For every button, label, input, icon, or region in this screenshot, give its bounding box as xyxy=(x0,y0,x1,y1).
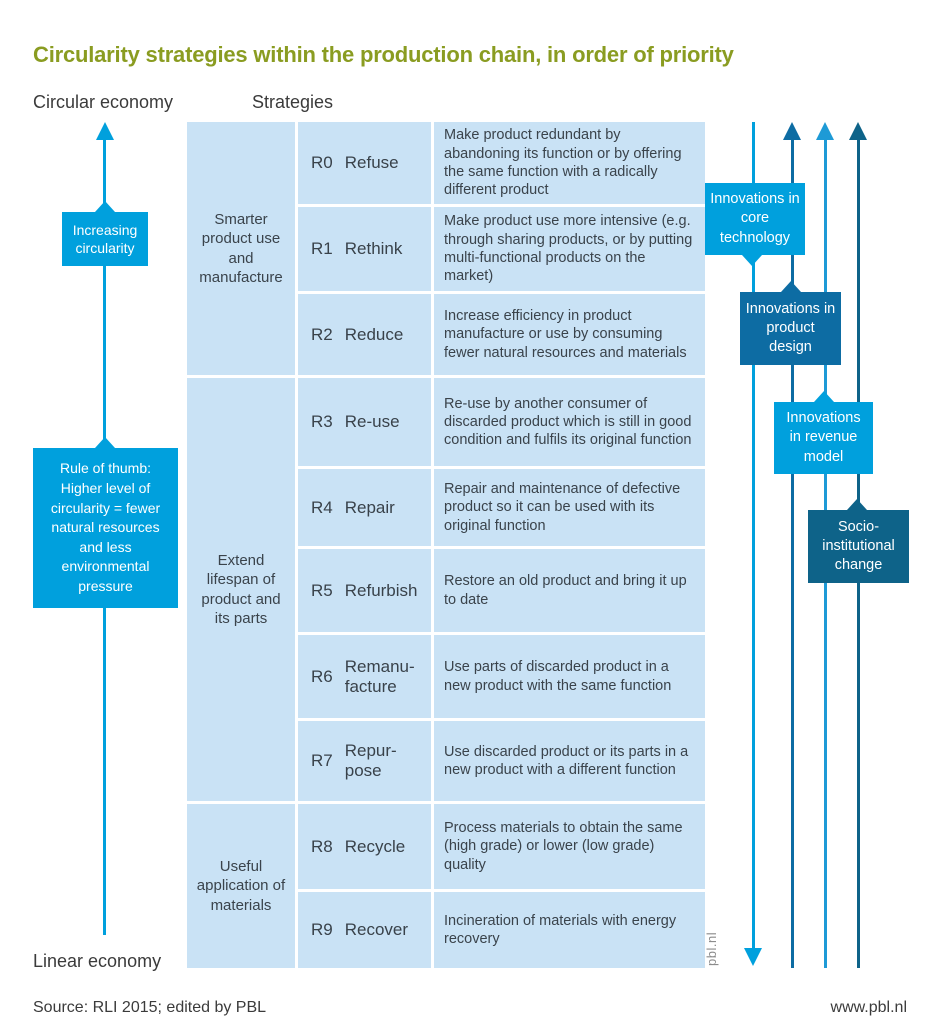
strategy-name: Refurbish xyxy=(344,580,418,600)
strategy-code: R8 xyxy=(311,836,333,856)
strategies-label: Strategies xyxy=(252,92,334,112)
strategy-name: Re-use xyxy=(344,412,400,432)
table-row: R6 Remanu-facture Use parts of discarded … xyxy=(298,635,705,718)
strategy-code: R2 xyxy=(311,324,333,344)
table-row: R7 Repur-pose Use discarded product or it… xyxy=(298,721,705,801)
callout-tail-down-icon xyxy=(742,255,762,266)
table-row: R9 Recover Incineration of materials with… xyxy=(298,892,705,968)
core-technology-arrow-line xyxy=(752,122,755,948)
strategy-code: R3 xyxy=(311,412,333,431)
callout-tail-up-icon xyxy=(95,437,115,448)
strategy-description: Incineration of materials with energy re… xyxy=(444,912,677,947)
strategies-table: Smarter product use and manufacture R0 Re… xyxy=(187,122,705,968)
strategy-code: R0 xyxy=(311,153,333,172)
strategy-description: Use discarded product or its parts in a … xyxy=(444,743,689,778)
strategy-code: R9 xyxy=(311,920,333,939)
pbl-watermark: pbl.nl xyxy=(704,931,719,966)
strategy-code: R1 xyxy=(311,239,333,258)
increasing-circularity-label: Increasing circularity xyxy=(72,221,138,256)
table-row: R0 Refuse Make product redundant by aband… xyxy=(298,122,705,204)
website-label: www.pbl.nl xyxy=(830,999,907,1016)
strategy-description: Process materials to obtain the same (hi… xyxy=(444,820,683,873)
strategy-name: Repair xyxy=(344,497,395,517)
strategy-name: Reduce xyxy=(344,324,404,344)
innovation-label: Innovations in core technology xyxy=(710,191,800,246)
innovation-label: Innovations in revenue model xyxy=(786,410,861,465)
table-row: R5 Refurbish Restore an old product and b… xyxy=(298,549,705,632)
strategy-name: Recycle xyxy=(344,836,406,856)
strategy-description: Repair and maintenance of defective prod… xyxy=(444,481,681,534)
table-group-smarter-use: Smarter product use and manufacture R0 Re… xyxy=(187,122,705,375)
group-label: Useful application of materials xyxy=(187,804,295,968)
arrow-up-icon xyxy=(816,122,834,140)
table-row: R4 Repair Repair and maintenance of defec… xyxy=(298,469,705,546)
circular-economy-label: Circular economy xyxy=(33,92,174,112)
callout-tail-up-icon xyxy=(95,201,115,212)
strategy-name: Refuse xyxy=(344,153,399,173)
rule-of-thumb-callout: Rule of thumb: Higher level of circulari… xyxy=(33,437,178,608)
strategy-description: Use parts of discarded product in a new … xyxy=(444,659,672,694)
rule-of-thumb-label: Rule of thumb: Higher level of circulari… xyxy=(50,460,161,594)
table-row: R3 Re-use Re-use by another consumer of d… xyxy=(298,378,705,466)
strategy-name: Recover xyxy=(344,920,409,940)
strategy-code: R4 xyxy=(311,497,333,517)
strategy-description: Re-use by another consumer of discarded … xyxy=(444,395,692,449)
strategy-code: R5 xyxy=(311,580,333,600)
callout-tail-up-icon xyxy=(814,391,834,402)
innovation-product-design-callout: Innovations in product design xyxy=(740,281,841,365)
product-design-arrow-line xyxy=(791,138,794,968)
page-title: Circularity strategies within the produc… xyxy=(33,42,734,67)
strategy-description: Make product redundant by abandoning its… xyxy=(444,127,682,199)
table-row: R2 Reduce Increase efficiency in product … xyxy=(298,294,705,375)
innovation-label: Socio-institutional change xyxy=(822,518,895,574)
linear-economy-label: Linear economy xyxy=(33,951,162,971)
group-label: Extend lifespan of product and its parts xyxy=(187,378,295,801)
socio-institutional-change-callout: Socio-institutional change xyxy=(808,499,909,583)
table-row: R8 Recycle Process materials to obtain th… xyxy=(298,804,705,889)
strategy-description: Restore an old product and bring it up t… xyxy=(444,573,687,608)
strategy-name: Remanu-facture xyxy=(344,656,415,696)
source-note: Source: RLI 2015; edited by PBL xyxy=(33,999,267,1016)
callout-tail-up-icon xyxy=(847,499,867,510)
strategy-description: Increase efficiency in product manufactu… xyxy=(444,308,687,361)
table-group-extend-lifespan: Extend lifespan of product and its parts… xyxy=(187,378,705,801)
increasing-circularity-callout: Increasing circularity xyxy=(62,201,148,266)
group-label: Smarter product use and manufacture xyxy=(187,122,295,375)
innovation-revenue-model-callout: Innovations in revenue model xyxy=(774,391,873,474)
strategy-code: R7 xyxy=(311,751,333,770)
callout-tail-up-icon xyxy=(781,281,801,292)
strategy-name: Repur-pose xyxy=(344,741,397,780)
innovation-core-technology-callout: Innovations in core technology xyxy=(705,183,805,266)
innovation-label: Innovations in product design xyxy=(745,300,836,356)
arrow-up-icon xyxy=(96,122,114,140)
table-group-useful-application: Useful application of materials R8 Recycl… xyxy=(187,804,705,968)
strategy-name: Rethink xyxy=(344,239,403,259)
table-row: R1 Rethink Make product use more intensiv… xyxy=(298,207,705,291)
arrow-down-icon xyxy=(744,948,762,966)
strategy-code: R6 xyxy=(311,666,333,686)
arrow-up-icon xyxy=(783,122,801,140)
strategy-description: Make product use more intensive (e.g. th… xyxy=(444,213,693,285)
arrow-up-icon xyxy=(849,122,867,140)
